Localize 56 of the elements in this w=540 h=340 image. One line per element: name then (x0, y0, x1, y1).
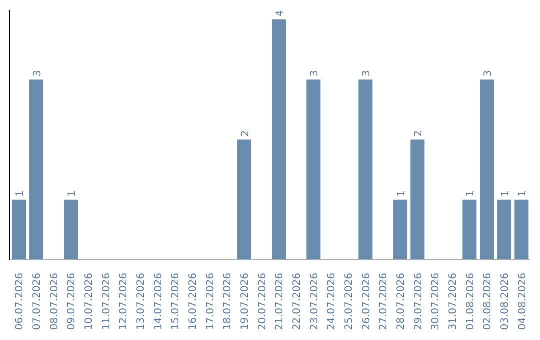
bar (462, 200, 477, 260)
data-label: 1 (15, 190, 26, 197)
x-tick-label: 06.07.2026 (14, 273, 26, 330)
data-label: 1 (500, 190, 512, 197)
bar (393, 200, 408, 260)
bar (64, 200, 78, 260)
x-tick-label: 20.07.2026 (257, 273, 268, 330)
bar (29, 80, 44, 260)
x-tick-label: 17.07.2026 (205, 273, 216, 330)
data-label: 3 (310, 70, 321, 77)
bar (514, 200, 529, 260)
x-tick-label: 22.07.2026 (292, 273, 303, 330)
x-tick-label: 21.07.2026 (274, 273, 286, 330)
bar (12, 200, 26, 260)
x-tick-label: 12.07.2026 (118, 273, 130, 330)
data-label: 4 (275, 10, 286, 17)
x-tick-label: 24.07.2026 (326, 273, 338, 330)
data-label: 1 (67, 190, 78, 197)
x-tick-label: 23.07.2026 (309, 273, 320, 330)
bar (306, 80, 321, 260)
x-tick-label: 02.08.2026 (482, 273, 494, 330)
x-tick-label: 27.07.2026 (378, 273, 390, 330)
x-tick-label: 11.07.2026 (101, 273, 112, 330)
bar (480, 80, 494, 260)
x-tick-label: 14.07.2026 (153, 273, 164, 330)
x-tick-label: 10.07.2026 (84, 273, 95, 330)
x-tick-label: 25.07.2026 (344, 273, 355, 330)
x-tick-label: 31.07.2026 (448, 273, 459, 330)
data-label: 2 (240, 130, 252, 137)
bar (358, 80, 373, 260)
data-label: 1 (518, 190, 529, 197)
bar (272, 20, 286, 260)
x-tick-label: 13.07.2026 (136, 273, 147, 330)
x-tick-label: 07.07.2026 (32, 273, 43, 330)
x-tick-label: 28.07.2026 (396, 273, 407, 330)
data-label: 3 (483, 70, 494, 77)
x-tick-label: 18.07.2026 (222, 273, 234, 330)
x-tick-label: 15.07.2026 (170, 273, 182, 330)
data-label: 1 (396, 190, 408, 197)
x-tick-label: 09.07.2026 (66, 273, 78, 330)
x-tick-label: 03.08.2026 (500, 273, 511, 330)
data-label: 3 (32, 70, 44, 77)
x-tick-label: 08.07.2026 (49, 273, 60, 330)
x-tick-label: 16.07.2026 (188, 273, 199, 330)
bar (237, 140, 252, 260)
data-label: 2 (414, 130, 425, 137)
bar (497, 200, 512, 260)
x-tick-label: 26.07.2026 (361, 273, 372, 330)
data-label: 3 (362, 70, 373, 77)
data-label: 1 (466, 190, 477, 197)
x-tick-label: 30.07.2026 (430, 273, 442, 330)
x-tick-label: 29.07.2026 (413, 273, 424, 330)
bar (410, 140, 425, 260)
x-tick-label: 01.08.2026 (465, 273, 476, 330)
x-tick-label: 04.08.2026 (517, 273, 528, 330)
x-tick-label: 19.07.2026 (240, 273, 251, 330)
